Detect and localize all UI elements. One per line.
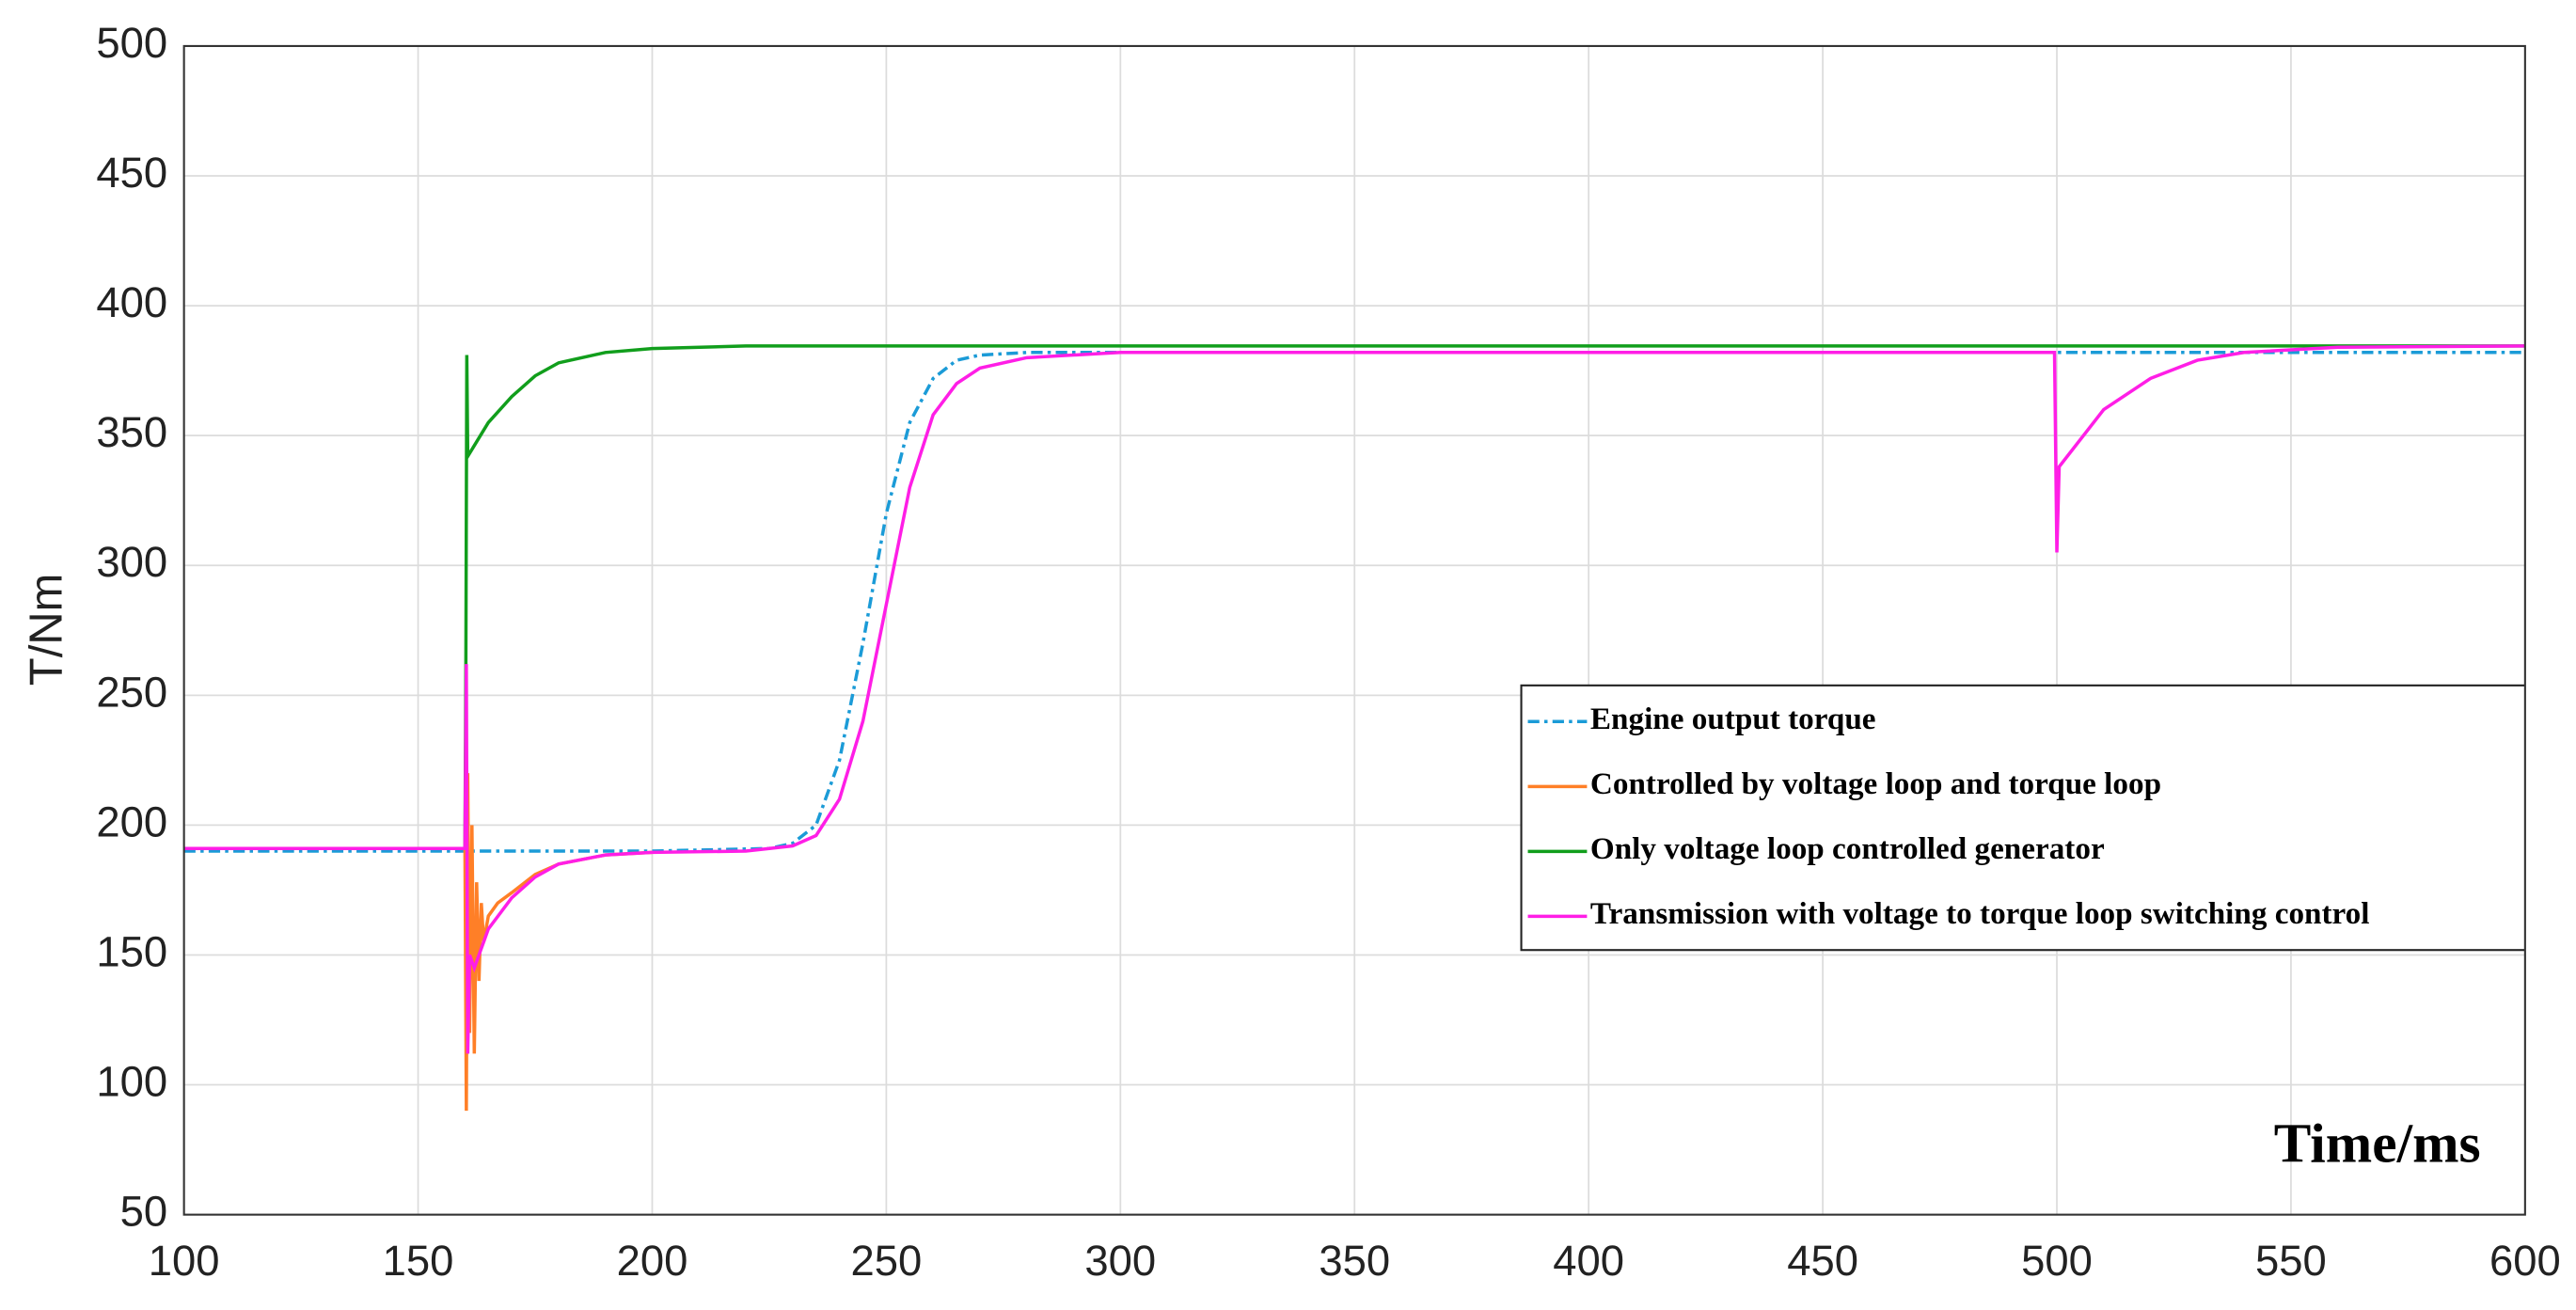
legend-label: Engine output torque [1590, 702, 1876, 736]
x-tick-label: 150 [383, 1237, 454, 1285]
x-tick-label: 550 [2255, 1237, 2327, 1285]
y-tick-label: 500 [96, 19, 167, 67]
x-tick-label: 500 [2021, 1237, 2093, 1285]
x-tick-label: 200 [617, 1237, 688, 1285]
plot-border [182, 44, 2526, 1216]
x-tick-label: 400 [1553, 1237, 1624, 1285]
y-tick-label: 250 [96, 668, 167, 716]
y-axis-label: T/Nm [21, 574, 71, 687]
series-line [183, 344, 2525, 1054]
x-tick-label: 450 [1787, 1237, 1858, 1285]
x-tick-label: 300 [1084, 1237, 1156, 1285]
annotation: Time/ms [2274, 1112, 2481, 1174]
y-tick-label: 50 [120, 1188, 168, 1236]
y-tick-label: 150 [96, 927, 167, 975]
legend-box [1520, 684, 2525, 952]
y-tick-label: 200 [96, 797, 167, 845]
x-tick-label: 350 [1319, 1237, 1390, 1285]
y-tick-label: 450 [96, 149, 167, 197]
y-tick-label: 100 [96, 1058, 167, 1106]
legend-label: Transmission with voltage to torque loop… [1590, 896, 2370, 931]
x-tick-label: 100 [149, 1237, 220, 1285]
legend-label: Controlled by voltage loop and torque lo… [1590, 766, 2161, 801]
y-tick-label: 350 [96, 408, 167, 456]
y-tick-label: 400 [96, 278, 167, 326]
x-tick-label: 250 [851, 1237, 923, 1285]
y-tick-label: 300 [96, 538, 167, 586]
legend-label: Only voltage loop controlled generator [1590, 831, 2105, 866]
x-tick-label: 600 [2489, 1237, 2561, 1285]
